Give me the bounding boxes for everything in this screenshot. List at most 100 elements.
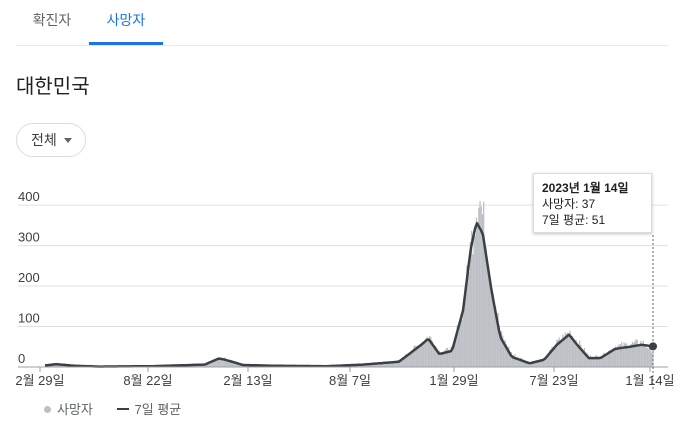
- bar: [467, 265, 469, 367]
- bar: [568, 334, 570, 367]
- bar: [615, 346, 617, 367]
- bar: [401, 357, 403, 367]
- bar: [540, 359, 542, 367]
- deaths-chart[interactable]: 0 100 200 300 400 2월 29일 8월 22일 2월 13일 8월 7일 1월 2…: [0, 165, 683, 390]
- bar: [454, 337, 456, 367]
- bar-series: [45, 200, 654, 368]
- bar: [576, 343, 578, 367]
- bar: [397, 360, 400, 367]
- bar: [475, 217, 478, 367]
- bar: [580, 345, 582, 367]
- page-title: 대한민국: [16, 76, 90, 98]
- bar: [48, 365, 50, 367]
- bar: [607, 351, 610, 367]
- bar: [502, 335, 504, 367]
- bar: [391, 361, 394, 367]
- bar: [541, 360, 544, 367]
- bar: [389, 361, 391, 367]
- bar: [411, 351, 413, 367]
- bar: [551, 346, 553, 367]
- bar: [525, 361, 527, 367]
- bar: [622, 346, 624, 367]
- bar: [448, 351, 450, 367]
- bar: [438, 350, 440, 367]
- bar: [215, 359, 217, 367]
- bar: [489, 278, 491, 367]
- bar: [564, 332, 566, 367]
- bar: [418, 348, 420, 367]
- bar: [581, 349, 583, 367]
- tab-confirmed-cases[interactable]: 확진자: [32, 12, 72, 28]
- bar: [468, 272, 470, 367]
- bar: [574, 342, 576, 367]
- bar: [479, 200, 481, 367]
- tooltip-date: 2023년 1월 14일: [542, 181, 629, 195]
- bar: [523, 359, 526, 367]
- bar: [471, 230, 473, 367]
- bar: [474, 235, 476, 367]
- bar: [233, 361, 235, 367]
- y-tick-label: 300: [18, 230, 40, 245]
- bar: [375, 362, 377, 367]
- bar: [207, 363, 209, 367]
- bar: [505, 344, 508, 367]
- bar: [535, 361, 538, 367]
- average-line: [44, 221, 654, 368]
- bar: [459, 323, 461, 367]
- bar: [630, 344, 632, 367]
- bar: [498, 325, 500, 367]
- bar: [647, 348, 649, 367]
- bar: [514, 354, 516, 367]
- bar: [456, 325, 458, 367]
- bar: [425, 338, 427, 367]
- bar: [501, 331, 503, 367]
- bar: [219, 357, 221, 367]
- tab-deaths[interactable]: 사망자: [106, 12, 146, 28]
- legend-bars-label: 사망자: [57, 402, 93, 417]
- bar: [562, 334, 564, 367]
- bar: [390, 361, 392, 367]
- y-tick-label: 100: [18, 311, 40, 326]
- bar: [444, 349, 446, 367]
- bar: [231, 360, 233, 367]
- x-tick-label: 8월 22일: [123, 373, 172, 388]
- bar: [641, 343, 643, 367]
- bar: [643, 345, 646, 367]
- x-tick-label: 1월 14일: [625, 373, 674, 388]
- bar: [639, 345, 641, 367]
- bar: [388, 361, 390, 367]
- bar: [555, 345, 557, 367]
- bar: [429, 336, 431, 367]
- bar: [612, 348, 614, 367]
- chevron-down-icon: [64, 138, 72, 143]
- bar: [628, 347, 630, 367]
- bar: [545, 356, 547, 367]
- x-tick-label: 1월 29일: [429, 373, 478, 388]
- bar: [469, 241, 472, 367]
- bar: [430, 337, 432, 367]
- bar: [526, 361, 528, 367]
- bar: [528, 363, 530, 367]
- bar: [575, 339, 577, 367]
- y-tick-label: 200: [18, 270, 40, 285]
- bar: [623, 342, 625, 367]
- bar: [408, 353, 410, 367]
- bar: [573, 338, 575, 367]
- bar: [486, 266, 488, 367]
- bar: [442, 352, 444, 367]
- bar: [460, 314, 462, 367]
- bar: [603, 352, 605, 367]
- bar: [378, 362, 380, 367]
- y-tick-label: 0: [18, 351, 25, 366]
- bar: [484, 251, 486, 367]
- period-dropdown[interactable]: 전체: [16, 123, 86, 157]
- bar: [393, 362, 395, 367]
- bar: [384, 362, 386, 367]
- bar: [217, 357, 220, 367]
- bar: [365, 364, 367, 367]
- bar: [601, 356, 604, 367]
- bar: [503, 340, 505, 367]
- bar: [214, 359, 216, 367]
- bar: [519, 358, 521, 367]
- bar: [635, 339, 637, 367]
